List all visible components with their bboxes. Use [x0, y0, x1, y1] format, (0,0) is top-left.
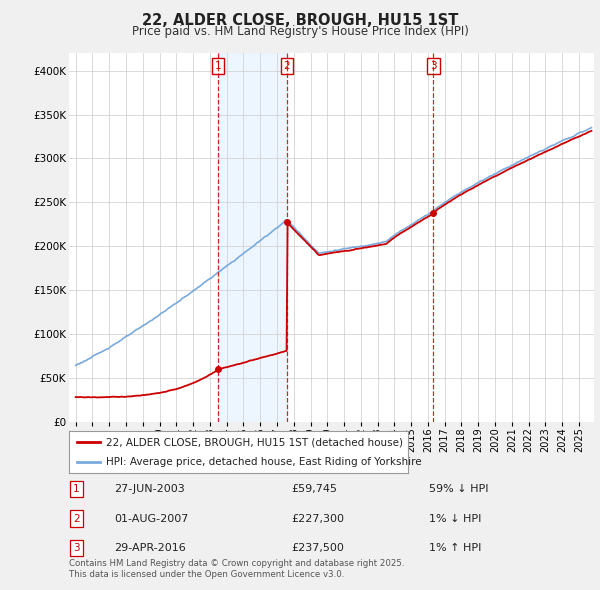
Text: 1% ↑ HPI: 1% ↑ HPI [429, 543, 481, 553]
Text: £227,300: £227,300 [291, 514, 344, 523]
Text: 59% ↓ HPI: 59% ↓ HPI [429, 484, 488, 494]
Text: 1% ↓ HPI: 1% ↓ HPI [429, 514, 481, 523]
Text: £59,745: £59,745 [291, 484, 337, 494]
Text: 22, ALDER CLOSE, BROUGH, HU15 1ST (detached house): 22, ALDER CLOSE, BROUGH, HU15 1ST (detac… [106, 437, 403, 447]
Text: 3: 3 [73, 543, 80, 553]
Bar [218, 53, 287, 422]
Text: £237,500: £237,500 [291, 543, 344, 553]
Text: 29-APR-2016: 29-APR-2016 [114, 543, 186, 553]
Text: 01-AUG-2007: 01-AUG-2007 [114, 514, 188, 523]
Text: Price paid vs. HM Land Registry's House Price Index (HPI): Price paid vs. HM Land Registry's House … [131, 25, 469, 38]
Text: 22, ALDER CLOSE, BROUGH, HU15 1ST: 22, ALDER CLOSE, BROUGH, HU15 1ST [142, 13, 458, 28]
Text: Contains HM Land Registry data © Crown copyright and database right 2025.
This d: Contains HM Land Registry data © Crown c… [69, 559, 404, 579]
Text: 27-JUN-2003: 27-JUN-2003 [114, 484, 185, 494]
Text: 2: 2 [73, 514, 80, 523]
Text: 1: 1 [215, 61, 221, 71]
Text: 1: 1 [73, 484, 80, 494]
Text: HPI: Average price, detached house, East Riding of Yorkshire: HPI: Average price, detached house, East… [106, 457, 422, 467]
Text: 2: 2 [283, 61, 290, 71]
Text: 3: 3 [430, 61, 437, 71]
